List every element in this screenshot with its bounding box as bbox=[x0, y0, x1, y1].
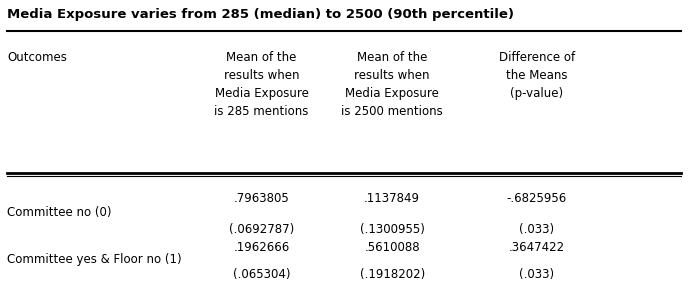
Text: Media Exposure varies from 285 (median) to 2500 (90th percentile): Media Exposure varies from 285 (median) … bbox=[7, 8, 514, 21]
Text: Committee no (0): Committee no (0) bbox=[7, 206, 111, 219]
Text: .7963805: .7963805 bbox=[233, 192, 290, 205]
Text: (.065304): (.065304) bbox=[233, 268, 290, 281]
Text: .5610088: .5610088 bbox=[365, 241, 420, 254]
Text: Mean of the
results when
Media Exposure
is 285 mentions: Mean of the results when Media Exposure … bbox=[214, 51, 309, 118]
Text: Outcomes: Outcomes bbox=[7, 51, 67, 64]
Text: Committee yes & Floor no (1): Committee yes & Floor no (1) bbox=[7, 253, 182, 266]
Text: (.1300955): (.1300955) bbox=[360, 223, 424, 236]
Text: Mean of the
results when
Media Exposure
is 2500 mentions: Mean of the results when Media Exposure … bbox=[341, 51, 443, 118]
Text: -.6825956: -.6825956 bbox=[506, 192, 567, 205]
Text: .1962666: .1962666 bbox=[233, 241, 290, 254]
Text: .1137849: .1137849 bbox=[364, 192, 420, 205]
Text: (.1918202): (.1918202) bbox=[360, 268, 424, 281]
Text: Difference of
the Means
(p-value): Difference of the Means (p-value) bbox=[499, 51, 574, 100]
Text: (.033): (.033) bbox=[519, 223, 555, 236]
Text: (.033): (.033) bbox=[519, 268, 555, 281]
Text: (.0692787): (.0692787) bbox=[229, 223, 294, 236]
Text: .3647422: .3647422 bbox=[508, 241, 565, 254]
